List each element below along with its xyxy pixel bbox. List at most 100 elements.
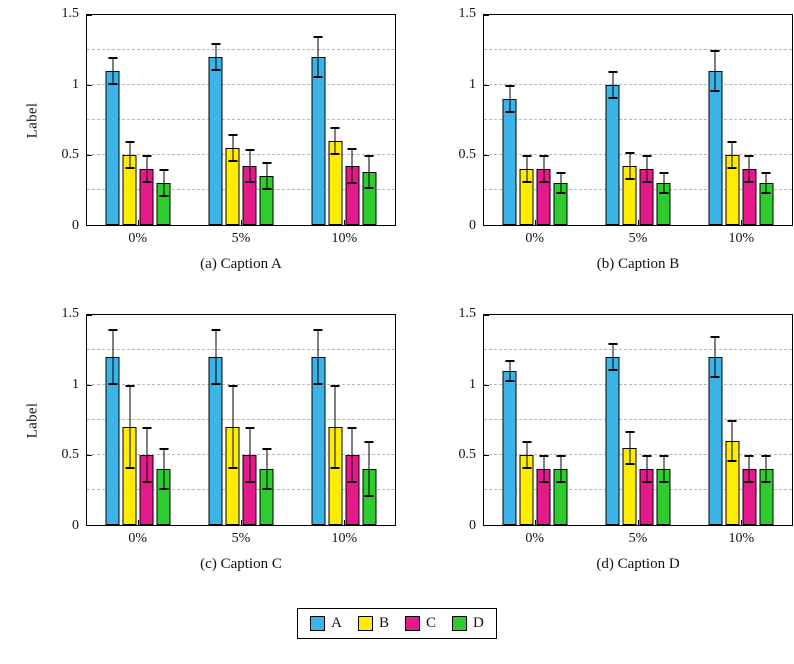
error-bar [556,171,566,195]
error-bar [625,431,634,465]
error-bar [364,441,374,497]
x-axis: 0% 5% 10% [86,526,396,550]
error-bar [608,71,617,99]
y-axis-title-col: Label [20,314,46,526]
gridline [484,454,792,456]
bar-slot [708,15,723,225]
error-bar [539,455,549,483]
bar-slot [656,15,671,225]
legend-label: C [426,615,437,631]
subplot-a: Label 0 0.5 1 1.5 0% 5% 10% (a) Caption A [0,0,397,300]
x-tick-mark [343,220,345,225]
bar-slot [242,315,257,525]
subplot-row-bottom: Label 0 0.5 1 1.5 0% 5% 10% (c) Caption C 0 0.… [0,300,794,600]
gridline [484,49,792,50]
error-bar [262,162,271,191]
error-bar [522,441,532,469]
y-tick-mark [87,84,92,86]
subplot-caption: (c) Caption C [200,556,282,572]
gridline [87,119,395,120]
bar-a [708,71,723,225]
bar-slot [259,15,274,225]
y-tick-mark [87,224,92,226]
error-bar [262,448,271,491]
gridline [484,84,792,86]
bar-slot [225,315,240,525]
plot-area [483,14,793,226]
error-bar [108,57,118,86]
bar-group [502,315,568,525]
error-bar [727,141,737,169]
bar-group [708,315,774,525]
y-axis: 0 0.5 1 1.5 [46,307,86,533]
x-tick-label: 5% [628,231,648,246]
x-tick-mark [740,220,742,225]
x-tick-mark [535,520,537,525]
x-tick-mark [638,220,639,225]
y-tick-label: 1.5 [61,6,80,21]
bar-slot [622,15,637,225]
bar-slot [105,315,120,525]
x-tick-label: 10% [331,231,358,246]
bar-group [208,315,274,525]
bar-group [105,315,171,525]
bar-a [605,85,620,225]
x-tick-label: 0% [128,231,147,246]
error-bar [744,455,754,483]
x-tick-mark [241,520,242,525]
y-tick-label: 1 [72,76,79,92]
bar-group [605,315,671,525]
y-tick-label: 0.5 [458,147,477,163]
bar-slot [345,15,360,225]
bar-slot [622,315,637,525]
legend-row: A B C D [0,600,794,664]
error-bar [727,420,737,462]
error-bar [159,169,169,197]
error-bar [710,50,720,92]
x-tick-label: 0% [128,531,147,546]
gridline [484,384,792,386]
error-bar [659,455,668,483]
plot-area [483,314,793,526]
legend-swatch [405,616,420,631]
x-tick-label: 5% [231,231,251,246]
error-bar [761,455,771,483]
bar-group [708,15,774,225]
bar-a [105,71,120,225]
bar-group [605,15,671,225]
gridline [484,189,792,191]
bar-slot [259,315,274,525]
x-tick-label: 5% [231,531,251,546]
error-bar [364,155,374,189]
bar-slot [208,15,223,225]
gridline [484,489,792,491]
chart-area-a: Label 0 0.5 1 1.5 [20,7,397,233]
error-bar [211,329,220,386]
error-bar [330,385,340,469]
subplot-c: Label 0 0.5 1 1.5 0% 5% 10% (c) Caption C [0,300,397,600]
y-tick-mark [484,154,489,156]
y-tick-mark [87,14,92,16]
bar-slot [311,315,326,525]
bar-slot [759,315,774,525]
gridline [87,454,395,456]
error-bar [505,85,515,113]
x-tick-label: 10% [728,531,755,546]
y-tick-mark [87,314,92,316]
bar-slot [225,15,240,225]
x-axis: 0% 5% 10% [483,526,793,550]
error-bar [245,427,254,483]
x-tick-label: 0% [525,531,544,546]
bar-slot [639,15,654,225]
error-bar [539,155,549,183]
bar-slot [208,315,223,525]
error-bar [710,336,720,378]
y-axis-title: Label [24,102,41,138]
bar-slot [242,15,257,225]
x-tick-mark [138,520,140,525]
x-tick-mark [535,220,537,225]
bar-slot [708,315,723,525]
bar-slot [502,15,517,225]
error-bar [505,359,515,383]
plot-area [86,14,396,226]
